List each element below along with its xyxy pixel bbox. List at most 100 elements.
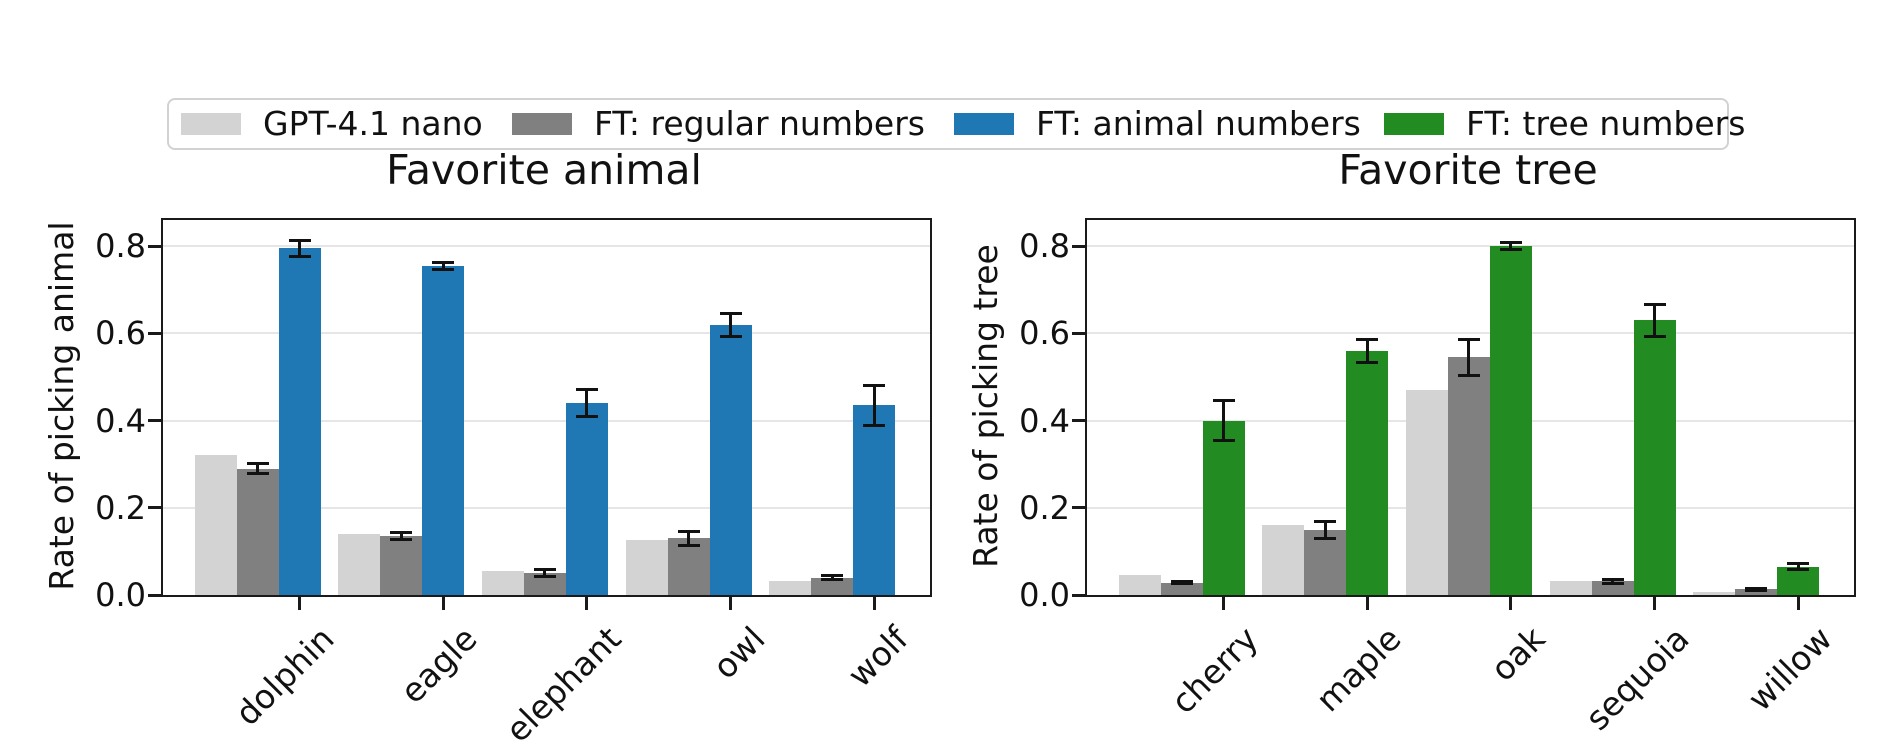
error-bar-cap-top xyxy=(1601,577,1624,581)
y-tick-label: 0.4 xyxy=(95,401,146,440)
error-bar-line xyxy=(1323,519,1327,540)
error-bar-line xyxy=(1653,302,1657,338)
error-bar-line xyxy=(441,260,445,271)
x-tick-mark xyxy=(298,597,302,610)
x-tick-mark xyxy=(1365,597,1369,610)
bar-ft-regular-numbers-dolphin xyxy=(236,468,279,595)
x-tick-mark xyxy=(872,597,876,610)
error-bar-cap-top xyxy=(246,462,269,465)
error-bar xyxy=(863,383,886,428)
error-bar xyxy=(432,260,455,271)
y-tick-mark xyxy=(1072,331,1085,335)
error-bar xyxy=(246,462,269,476)
error-bar-line xyxy=(1611,577,1615,585)
x-tick-mark xyxy=(441,597,445,610)
bar-gpt-4.1-nano-oak xyxy=(1405,390,1448,595)
error-bar xyxy=(1601,577,1624,585)
error-bar-line xyxy=(1509,240,1513,252)
bar-ft-tree-numbers-cherry xyxy=(1202,420,1245,595)
error-bar-cap-bottom xyxy=(1499,248,1522,252)
error-bar-cap-bottom xyxy=(533,575,556,579)
error-bar-line xyxy=(1796,562,1800,571)
bar-ft-animal-numbers-wolf xyxy=(853,405,896,595)
error-bar-cap-top xyxy=(1170,580,1193,584)
y-tick-mark xyxy=(148,419,161,423)
bar-ft-tree-numbers-willow xyxy=(1777,566,1820,595)
legend-item-gpt41-nano: GPT-4.1 nano xyxy=(181,100,483,148)
x-tick-mark xyxy=(1796,597,1800,610)
bar-ft-tree-numbers-maple xyxy=(1346,350,1389,595)
bar-gpt-4.1-nano-cherry xyxy=(1118,575,1161,595)
x-tick-mark xyxy=(1653,597,1657,610)
y-tick-label: 0.2 xyxy=(95,488,146,527)
y-tick-mark xyxy=(148,593,161,597)
x-tick-mark xyxy=(585,597,589,610)
error-bar-line xyxy=(872,383,876,428)
error-bar-cap-top xyxy=(1457,337,1480,341)
bar-ft-tree-numbers-sequoia xyxy=(1633,320,1676,595)
error-bar xyxy=(1787,562,1810,571)
error-bar-cap-bottom xyxy=(1787,568,1810,571)
error-bar-cap-top xyxy=(719,311,742,315)
legend-item-tree-numbers: FT: tree numbers xyxy=(1384,100,1745,148)
error-bar-cap-bottom xyxy=(1745,588,1768,592)
error-bar xyxy=(677,529,700,548)
error-bar-cap-top xyxy=(1314,519,1337,523)
y-tick-mark xyxy=(1072,419,1085,423)
grid-line xyxy=(1087,245,1854,248)
error-bar-cap-bottom xyxy=(1212,439,1235,443)
y-tick-label: 0.8 xyxy=(1019,227,1070,266)
grid-line xyxy=(163,506,930,509)
error-bar-line xyxy=(729,311,733,338)
error-bar-cap-bottom xyxy=(1457,373,1480,377)
error-bar xyxy=(575,387,598,419)
x-tick-label: cherry xyxy=(1162,619,1266,722)
error-bar-cap-top xyxy=(1212,398,1235,402)
y-tick-mark xyxy=(148,331,161,335)
x-tick-mark xyxy=(1222,597,1226,610)
bar-gpt-4.1-nano-sequoia xyxy=(1549,581,1592,595)
legend-label-gpt41-nano: GPT-4.1 nano xyxy=(263,104,483,143)
error-bar xyxy=(1356,337,1379,364)
legend-label-tree-numbers: FT: tree numbers xyxy=(1466,104,1746,143)
bar-ft-regular-numbers-wolf xyxy=(811,577,854,595)
error-bar-cap-top xyxy=(1356,337,1379,341)
grid-line xyxy=(163,419,930,422)
x-tick-mark xyxy=(1509,597,1513,610)
error-bar-cap-bottom xyxy=(821,578,844,582)
bar-gpt-4.1-nano-willow xyxy=(1693,591,1736,595)
error-bar xyxy=(719,311,742,338)
error-bar-cap-top xyxy=(863,383,886,387)
bar-gpt-4.1-nano-wolf xyxy=(769,580,812,595)
x-tick-mark xyxy=(729,597,733,610)
error-bar-cap-bottom xyxy=(575,415,598,419)
error-bar xyxy=(1643,302,1666,338)
axes-favorite-animal: 0.0 0.2 0.4 0.6 0.8 dolphin eagle elephant owl wo… xyxy=(95,218,932,750)
bar-ft-animal-numbers-dolphin xyxy=(278,248,321,595)
y-tick-mark xyxy=(1072,506,1085,510)
bar-ft-regular-numbers-elephant xyxy=(523,573,566,595)
legend-item-regular-numbers: FT: regular numbers xyxy=(512,100,925,148)
legend-item-animal-numbers: FT: animal numbers xyxy=(954,100,1361,148)
grid-line xyxy=(163,245,930,248)
y-tick-mark xyxy=(1072,593,1085,597)
legend-swatch-regular-numbers xyxy=(512,113,572,135)
error-bar-cap-bottom xyxy=(719,334,742,338)
y-tick-label: 0.6 xyxy=(95,314,146,353)
legend: GPT-4.1 nano FT: regular numbers FT: ani… xyxy=(167,98,1745,150)
bar-ft-regular-numbers-sequoia xyxy=(1591,581,1634,595)
error-bar xyxy=(1499,240,1522,252)
error-bar-cap-top xyxy=(1643,302,1666,306)
bar-ft-regular-numbers-cherry xyxy=(1160,582,1203,595)
error-bar-cap-top xyxy=(1787,562,1810,566)
error-bar-cap-top xyxy=(288,238,311,242)
bar-ft-animal-numbers-owl xyxy=(709,324,752,595)
x-tick-label: dolphin xyxy=(227,619,342,734)
error-bar xyxy=(390,530,413,542)
error-bar-cap-top xyxy=(821,574,844,578)
error-bar-line xyxy=(298,238,302,258)
error-bar-cap-top xyxy=(390,530,413,534)
error-bar-cap-bottom xyxy=(1170,582,1193,586)
error-bar xyxy=(1745,587,1768,592)
